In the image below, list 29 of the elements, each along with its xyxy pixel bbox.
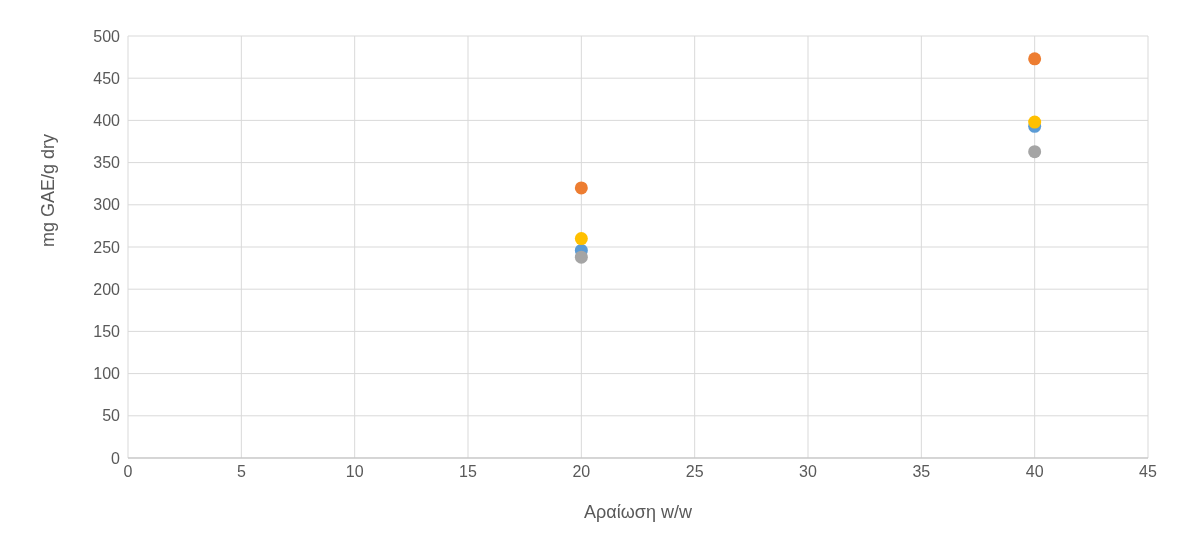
y-tick-label: 300	[93, 196, 121, 214]
y-tick-label: 350	[93, 154, 121, 172]
y-tick-label: 50	[102, 407, 121, 425]
x-tick-label: 0	[123, 463, 133, 481]
y-tick-label: 150	[93, 323, 121, 341]
y-tick-label: 250	[93, 238, 121, 256]
point	[1028, 52, 1042, 66]
x-tick-label: 10	[345, 463, 364, 481]
y-tick-label: 200	[93, 280, 121, 298]
y-axis-title: mg GAE/g dry	[38, 133, 59, 247]
y-tick-label: 500	[93, 27, 121, 45]
y-tick-label: 0	[111, 449, 121, 467]
y-tick-label: 100	[93, 365, 121, 383]
point	[1028, 115, 1042, 129]
x-tick-label: 40	[1025, 463, 1044, 481]
x-axis-title: Αραίωση w/w	[584, 502, 693, 522]
x-tick-label: 30	[799, 463, 817, 481]
x-tick-label: 20	[572, 463, 591, 481]
x-tick-label: 35	[912, 463, 931, 481]
x-tick-label: 5	[236, 463, 246, 481]
point	[1028, 145, 1042, 159]
y-tick-label: 450	[93, 69, 121, 87]
x-tick-label: 45	[1139, 463, 1157, 481]
point	[574, 181, 588, 195]
point	[574, 250, 588, 264]
x-tick-label: 25	[685, 463, 704, 481]
x-tick-label: 15	[459, 463, 477, 481]
point	[574, 232, 588, 246]
y-tick-label: 400	[93, 112, 121, 130]
